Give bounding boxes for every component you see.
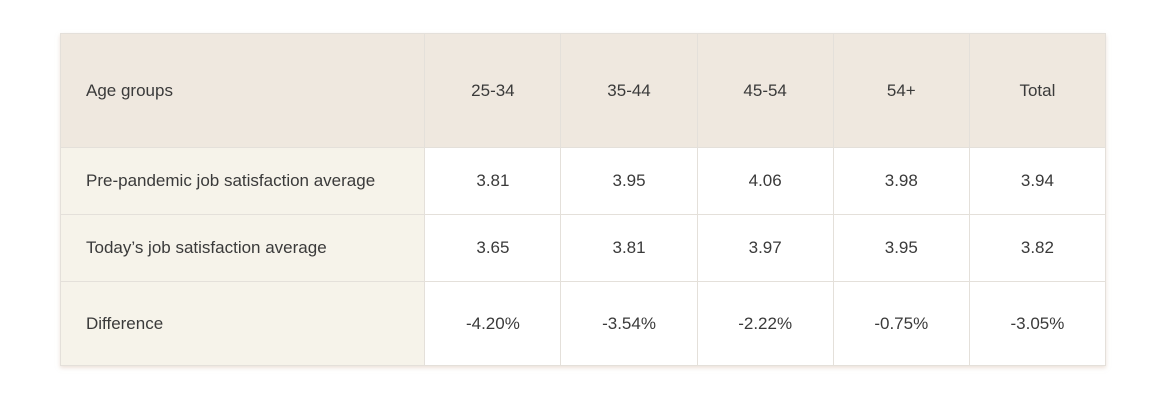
table-cell: -2.22%	[696, 281, 834, 366]
table-cell: 3.82	[968, 214, 1107, 282]
table-cell: -3.05%	[968, 281, 1107, 366]
header-age-groups: Age groups	[59, 33, 426, 148]
table-cell: 3.81	[424, 147, 562, 215]
job-satisfaction-table-container: Age groups 25-34 35-44 45-54 54+ Total P…	[59, 33, 1107, 366]
row-label: Difference	[59, 281, 426, 366]
row-label: Today’s job satisfaction average	[59, 214, 426, 282]
table-cell: 3.81	[560, 214, 698, 282]
table-cell: 3.94	[968, 147, 1107, 215]
table-row-difference: Difference -4.20% -3.54% -2.22% -0.75% -…	[59, 281, 1107, 366]
table-cell: -3.54%	[560, 281, 698, 366]
job-satisfaction-table: Age groups 25-34 35-44 45-54 54+ Total P…	[59, 33, 1107, 366]
table-cell: 3.98	[832, 147, 970, 215]
table-cell: 3.95	[560, 147, 698, 215]
table-cell: 3.95	[832, 214, 970, 282]
header-35-44: 35-44	[560, 33, 698, 148]
table-cell: 4.06	[696, 147, 834, 215]
table-row-today: Today’s job satisfaction average 3.65 3.…	[59, 214, 1107, 282]
table-cell: 3.65	[424, 214, 562, 282]
table-header-row: Age groups 25-34 35-44 45-54 54+ Total	[59, 33, 1107, 148]
header-54-plus: 54+	[832, 33, 970, 148]
header-45-54: 45-54	[696, 33, 834, 148]
table-row-pre-pandemic: Pre-pandemic job satisfaction average 3.…	[59, 147, 1107, 215]
row-label: Pre-pandemic job satisfaction average	[59, 147, 426, 215]
header-total: Total	[968, 33, 1107, 148]
table-cell: -4.20%	[424, 281, 562, 366]
header-25-34: 25-34	[424, 33, 562, 148]
table-cell: 3.97	[696, 214, 834, 282]
table-cell: -0.75%	[832, 281, 970, 366]
